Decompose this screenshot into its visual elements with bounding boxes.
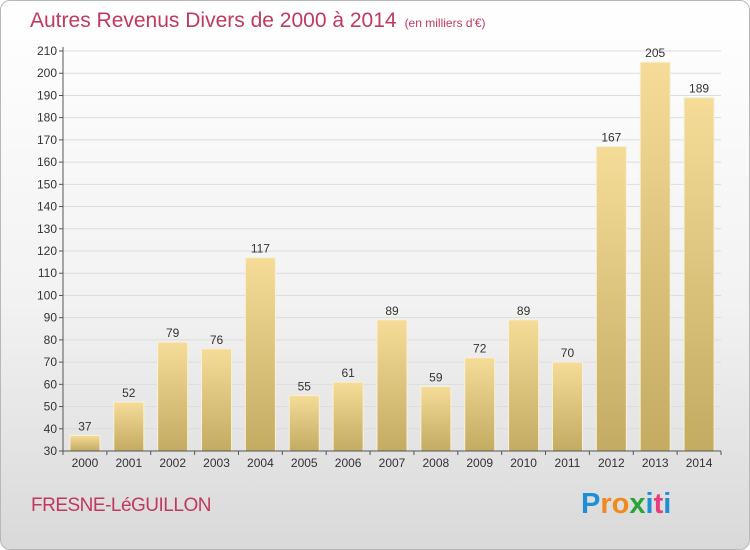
x-tick-label: 2014 [686, 456, 713, 470]
bar-2013 [639, 61, 671, 452]
data-label-2008: 59 [429, 371, 443, 385]
y-tick-label: 110 [38, 266, 57, 280]
x-tick-label: 2000 [72, 456, 99, 470]
data-label-2003: 76 [210, 333, 224, 347]
bar-2004 [244, 257, 276, 452]
y-tick-label: 60 [44, 377, 58, 391]
x-tick-label: 2007 [379, 456, 406, 470]
data-label-2011: 70 [561, 346, 575, 360]
logo-letter: o [611, 488, 630, 520]
chart-title: Autres Revenus Divers de 2000 à 2014 (en … [30, 9, 486, 33]
y-tick-label: 130 [37, 222, 57, 236]
bar-2009 [464, 357, 496, 452]
y-tick-label: 180 [37, 111, 57, 125]
y-tick-label: 100 [37, 288, 57, 302]
data-label-2002: 79 [166, 326, 180, 340]
data-label-2013: 205 [645, 46, 665, 60]
x-tick-label: 2011 [555, 456, 581, 470]
logo-letter: P [581, 488, 601, 520]
logo-letter: r [600, 488, 612, 520]
bar-2000 [69, 434, 101, 452]
bar-2010 [508, 319, 540, 452]
y-tick-label: 90 [44, 311, 58, 325]
x-tick-label: 2013 [642, 456, 669, 470]
bar-2006 [332, 381, 364, 452]
data-label-2010: 89 [517, 304, 531, 318]
y-tick-label: 200 [37, 66, 57, 80]
x-axis-ticks: 2000 2001 2002 2003 2004 2005 2006 2007 2008 2009… [62, 451, 722, 470]
bar-2014 [683, 97, 715, 452]
x-tick-label: 2004 [247, 456, 274, 470]
logo-letter: t [653, 488, 664, 520]
x-tick-label: 2012 [598, 456, 625, 470]
data-label-2009: 72 [473, 342, 487, 356]
data-label-2012: 167 [601, 131, 621, 145]
y-tick-label: 70 [44, 355, 58, 369]
bar-2011 [551, 361, 583, 452]
data-label-2005: 55 [298, 379, 312, 393]
y-axis-ticks: 30 40 50 60 70 80 90 100 110 120 130 140 150 160 170 18… [37, 44, 63, 458]
bar-2008 [420, 386, 452, 452]
bars [69, 61, 715, 452]
y-tick-label: 50 [44, 400, 58, 414]
x-tick-label: 2001 [115, 456, 142, 470]
bar-2005 [288, 394, 320, 452]
data-label-2004: 117 [251, 242, 270, 256]
bar-2007 [376, 319, 408, 452]
data-labels: 37 52 79 76 117 55 61 89 59 72 89 70 167 205 189 [78, 46, 709, 433]
y-tick-label: 160 [37, 155, 57, 169]
y-tick-label: 30 [44, 444, 58, 458]
chart-title-text: Autres Revenus Divers de 2000 à 2014 [30, 9, 397, 32]
x-tick-label: 2010 [510, 456, 537, 470]
data-label-2001: 52 [122, 386, 136, 400]
logo-letter: x [629, 488, 646, 520]
data-label-2007: 89 [385, 304, 399, 318]
data-label-2000: 37 [78, 419, 92, 433]
y-tick-label: 120 [37, 244, 57, 258]
x-tick-label: 2006 [335, 456, 362, 470]
bar-2003 [201, 348, 233, 452]
y-tick-label: 170 [37, 133, 57, 147]
x-tick-label: 2008 [423, 456, 450, 470]
data-label-2006: 61 [341, 366, 355, 380]
data-label-2014: 189 [689, 82, 709, 96]
logo-letter: i [645, 488, 654, 520]
y-tick-label: 190 [37, 88, 57, 102]
bar-2001 [113, 401, 145, 452]
bar-2002 [157, 341, 189, 452]
x-tick-label: 2005 [291, 456, 318, 470]
chart-title-unit: (en milliers d'€) [404, 16, 486, 30]
x-tick-label: 2009 [466, 456, 493, 470]
y-tick-label: 40 [44, 422, 58, 436]
bar-2012 [595, 146, 627, 452]
proxiti-logo[interactable]: Proxiti [581, 488, 671, 521]
y-tick-label: 140 [37, 200, 57, 214]
y-tick-label: 150 [37, 177, 57, 191]
x-tick-label: 2002 [159, 456, 186, 470]
town-name: FRESNE-LéGUILLON [31, 495, 211, 516]
x-tick-label: 2003 [203, 456, 230, 470]
y-tick-label: 210 [37, 44, 57, 58]
y-tick-label: 80 [44, 333, 58, 347]
logo-letter: i [663, 488, 672, 520]
axes [62, 47, 721, 452]
